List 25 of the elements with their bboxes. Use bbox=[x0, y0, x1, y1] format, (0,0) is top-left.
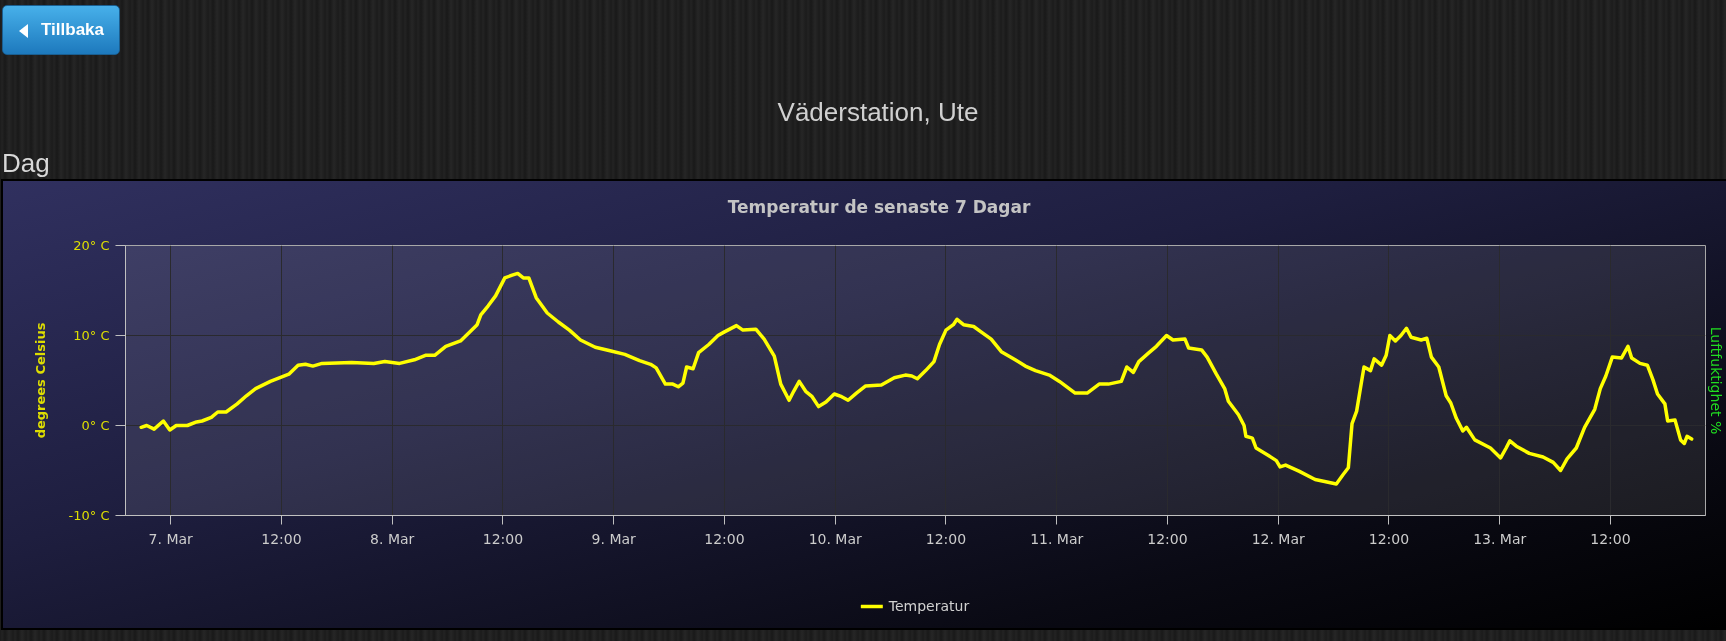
x-tick-label: 12:00 bbox=[1368, 530, 1410, 547]
x-tick-label: 12. Mar bbox=[1251, 530, 1306, 547]
y2-axis-title: Luftfuktighet % bbox=[1707, 326, 1724, 435]
x-tick-label: 12:00 bbox=[482, 530, 524, 547]
x-tick-label: 9. Mar bbox=[591, 530, 637, 547]
x-tick-label: 12:00 bbox=[925, 530, 967, 547]
y-axis-title: degrees Celsius bbox=[32, 322, 48, 439]
y-tick-label: -10° C bbox=[68, 508, 110, 523]
x-tick-label: 8. Mar bbox=[370, 530, 415, 547]
chart-subtitle: Väderstation, Ute bbox=[776, 97, 980, 127]
x-tick-label: 13. Mar bbox=[1473, 530, 1527, 547]
x-tick-label: 11. Mar bbox=[1030, 530, 1084, 547]
x-tick-label: 7. Mar bbox=[148, 530, 194, 547]
x-tick-label: 12:00 bbox=[704, 530, 745, 547]
y-tick-label: 20° C bbox=[73, 238, 110, 253]
x-tick-label: 12:00 bbox=[1590, 530, 1631, 547]
y-tick-label: 10° C bbox=[73, 328, 110, 343]
text: Tillbaka bbox=[41, 19, 104, 41]
legend-label: Temperatur bbox=[888, 598, 970, 614]
x-tick-label: 12:00 bbox=[261, 530, 302, 547]
text: Dag bbox=[2, 148, 50, 178]
chart-title: Temperatur de senaste 7 Dagar bbox=[726, 196, 1032, 218]
x-tick-label: 12:00 bbox=[1147, 530, 1188, 547]
y-tick-label: 0° C bbox=[81, 418, 110, 433]
x-tick-label: 10. Mar bbox=[808, 530, 863, 547]
